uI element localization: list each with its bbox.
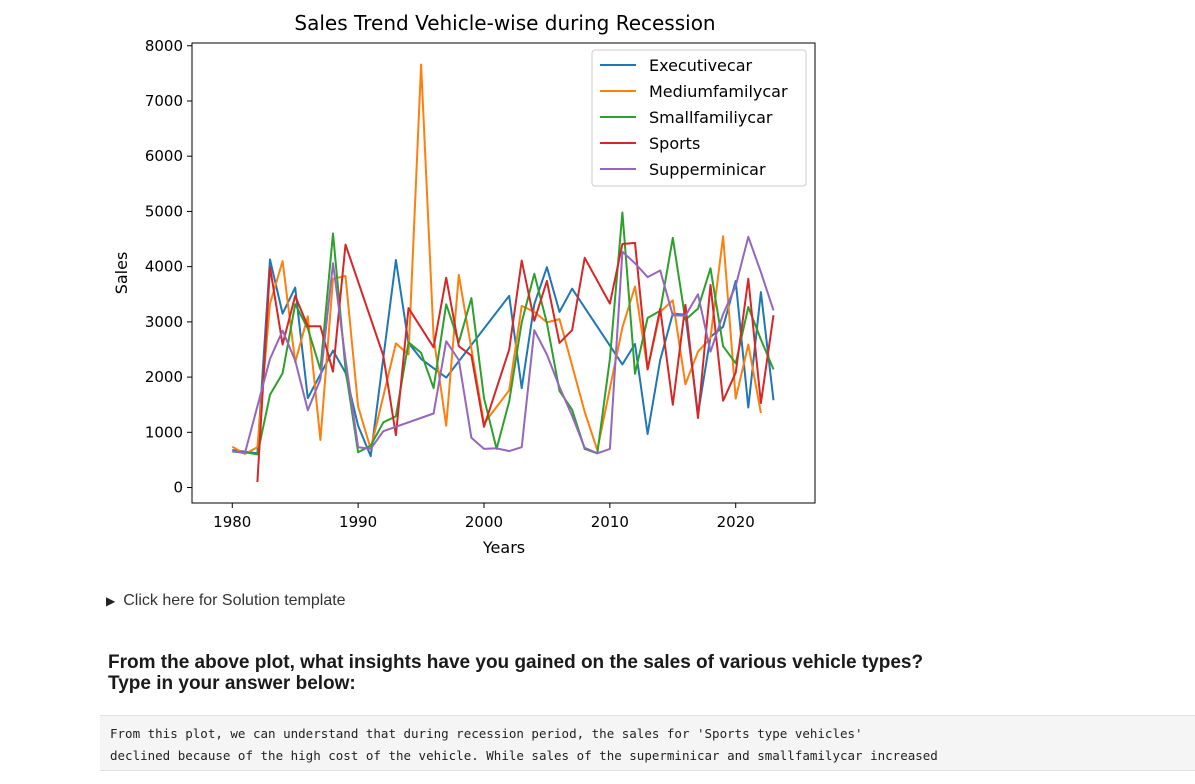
- x-tick-label: 1990: [339, 513, 377, 531]
- x-tick-label: 2000: [465, 513, 503, 531]
- chart-legend: Executivecar Mediumfamilycar Smallfamiliyc…: [591, 49, 807, 187]
- series-line-executivecar: [232, 258, 775, 458]
- question-instruction: Type in your answer below:: [108, 673, 356, 694]
- series-line-sports: [256, 241, 775, 483]
- legend-frame: [591, 49, 807, 187]
- question-text: From the above plot, what insights have …: [108, 652, 924, 673]
- y-tick-label: 8000: [145, 37, 183, 55]
- y-tick-label: 7000: [145, 92, 183, 110]
- answer-line-1[interactable]: From this plot, we can understand that d…: [110, 726, 863, 741]
- y-tick-label: 2000: [145, 368, 183, 386]
- x-tick-label: 2020: [717, 513, 755, 531]
- y-tick-label: 4000: [145, 258, 183, 276]
- line-chart: Sales Trend Vehicle-wise during Recessio…: [112, 11, 816, 557]
- solution-template-toggle[interactable]: ▶ Click here for Solution template: [106, 592, 346, 610]
- x-tick-label: 1980: [213, 513, 251, 531]
- answer-cell[interactable]: From this plot, we can understand that d…: [100, 715, 1195, 771]
- chart-title: Sales Trend Vehicle-wise during Recessio…: [294, 11, 715, 35]
- series-lines: [231, 63, 775, 483]
- answer-line-2[interactable]: declined because of the high cost of the…: [110, 748, 938, 763]
- y-tick-label: 6000: [145, 147, 183, 165]
- legend-label: Mediumfamilycar: [649, 82, 788, 101]
- question-heading: From the above plot, what insights have …: [108, 652, 1108, 694]
- series-line-supperminicar: [232, 235, 775, 455]
- x-axis: 1980 1990 2000 2010 2020: [213, 503, 755, 531]
- y-tick-label: 0: [173, 479, 183, 497]
- legend-label: Executivecar: [649, 56, 753, 75]
- axes-frame: [191, 42, 816, 504]
- x-tick-label: 2010: [591, 513, 629, 531]
- legend-label: Smallfamiliycar: [649, 108, 773, 127]
- series-line-smallfamiliycar: [232, 211, 775, 456]
- solution-template-label[interactable]: Click here for Solution template: [123, 592, 346, 609]
- y-tick-label: 5000: [145, 202, 183, 220]
- y-tick-label: 1000: [145, 423, 183, 441]
- legend-label: Supperminicar: [649, 160, 766, 179]
- x-axis-label: Years: [482, 538, 525, 557]
- legend-label: Sports: [649, 134, 700, 153]
- y-axis-label: Sales: [112, 252, 131, 295]
- disclosure-triangle-icon[interactable]: ▶: [106, 594, 116, 608]
- y-axis: 0 1000 2000 3000 4000 5000 6000 7000 8000: [145, 37, 192, 497]
- chart-output: Sales Trend Vehicle-wise during Recessio…: [112, 11, 816, 557]
- y-tick-label: 3000: [145, 313, 183, 331]
